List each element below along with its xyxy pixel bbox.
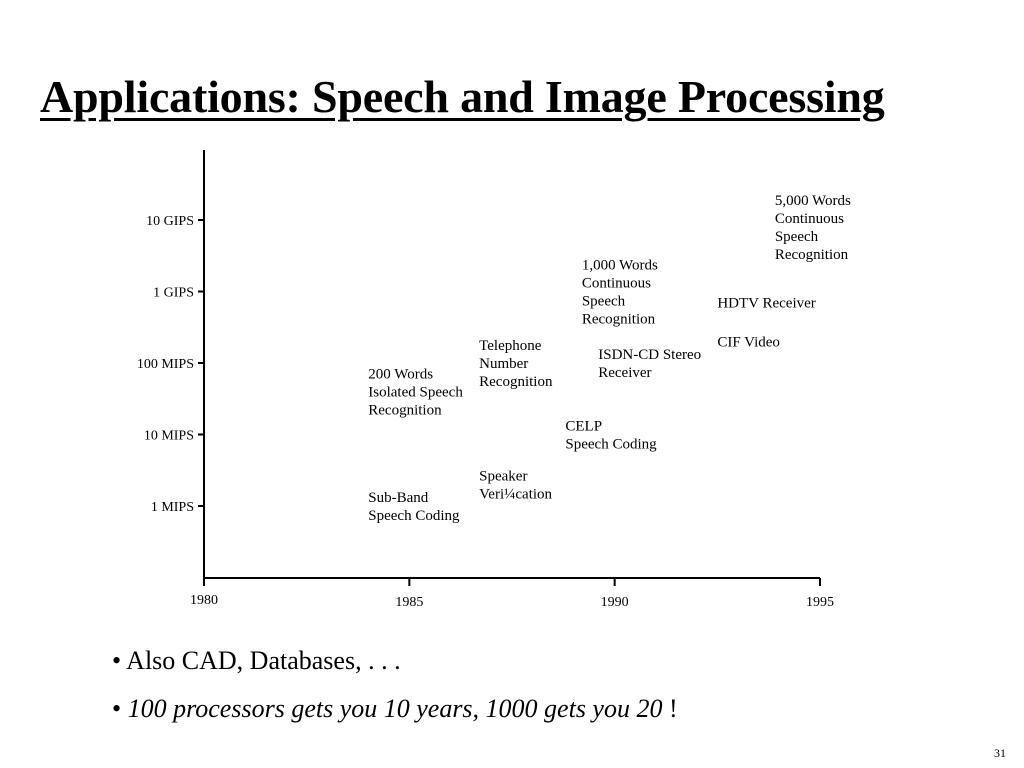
y-tick-label: 10 GIPS	[146, 214, 194, 229]
annotation-1000-words: 1,000 Words	[582, 258, 658, 274]
annotation-telephone: Telephone	[479, 338, 542, 354]
annotation-telephone: Recognition	[479, 374, 553, 390]
annotation-speaker-ver: Veri¼cation	[479, 486, 552, 502]
annotation-1000-words: Speech	[582, 294, 626, 310]
x-tick-label: 1985	[395, 595, 423, 610]
annotation-5000-words: Speech	[775, 229, 819, 245]
annotation-hdtv: HDTV Receiver	[717, 296, 815, 312]
slide-title: Applications: Speech and Image Processin…	[40, 71, 885, 122]
annotation-5000-words: 5,000 Words	[775, 193, 851, 209]
x-tick-label: 1995	[806, 595, 834, 610]
y-tick-label: 1 MIPS	[151, 500, 194, 515]
annotation-5000-words: Recognition	[775, 247, 849, 263]
annotation-5000-words: Continuous	[775, 211, 844, 227]
bullet-italic-text: 100 processors gets you 10 years, 1000 g…	[127, 694, 663, 723]
annotation-sub-band: Speech Coding	[368, 508, 460, 524]
bullet-item: • 100 processors gets you 10 years, 1000…	[112, 694, 678, 723]
x-tick-label: 1980	[190, 593, 218, 608]
annotation-200-words: 200 Words	[368, 366, 433, 382]
x-tick-label: 1990	[601, 595, 629, 610]
annotation-speaker-ver: Speaker	[479, 468, 527, 484]
annotation-cif: CIF Video	[717, 334, 780, 350]
annotation-1000-words: Recognition	[582, 312, 656, 328]
page-number: 31	[994, 746, 1006, 760]
y-tick-label: 1 GIPS	[153, 286, 194, 301]
annotation-200-words: Recognition	[368, 402, 442, 418]
annotation-celp: CELP	[565, 419, 602, 435]
annotation-200-words: Isolated Speech	[368, 384, 463, 400]
annotation-sub-band: Sub-Band	[368, 490, 429, 506]
annotation-celp: Speech Coding	[565, 437, 657, 453]
y-tick-label: 10 MIPS	[144, 429, 194, 444]
annotation-isdn: Receiver	[598, 365, 651, 381]
annotation-1000-words: Continuous	[582, 276, 651, 292]
bullet-suffix: !	[662, 694, 678, 723]
bullet-item: • Also CAD, Databases, . . .	[112, 646, 401, 675]
annotation-isdn: ISDN-CD Stereo	[598, 347, 701, 363]
y-tick-label: 100 MIPS	[137, 357, 194, 372]
annotation-telephone: Number	[479, 356, 528, 372]
